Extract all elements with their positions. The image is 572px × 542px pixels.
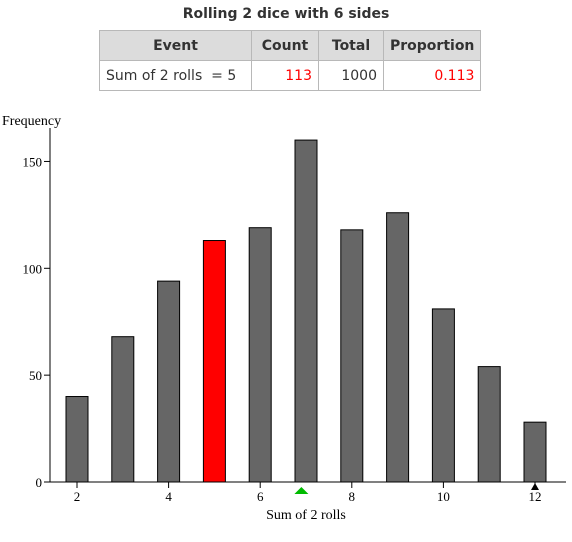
x-tick-label: 10: [437, 489, 450, 504]
header-total: Total: [318, 30, 384, 61]
bar: [523, 421, 547, 483]
cell-total: 1000: [318, 60, 384, 91]
bar: [65, 396, 89, 483]
bar: [248, 227, 272, 483]
x-ticks-group: 2 4 6 8 10 12: [74, 482, 542, 504]
bar: [431, 308, 455, 483]
mean-marker: [294, 487, 309, 494]
y-ticks-group: 0 50 100 150: [23, 154, 50, 490]
y-tick-label: 0: [36, 475, 43, 490]
bar: [294, 139, 318, 483]
summary-table: Event Count Total Proportion Sum of 2 ro…: [99, 30, 482, 91]
chart-title: Rolling 2 dice with 6 sides: [182, 6, 390, 22]
bars-group: [65, 139, 547, 483]
y-tick-label: 50: [29, 368, 42, 383]
bar: [157, 280, 181, 483]
bar: [340, 229, 364, 483]
cell-proportion: 0.113: [382, 60, 482, 91]
cell-event: Sum of 2 rolls = 5: [99, 60, 252, 91]
x-tick-label: 12: [529, 489, 542, 504]
bar: [386, 212, 410, 483]
x-tick-label: 8: [349, 489, 356, 504]
bar-highlighted: [202, 240, 226, 483]
y-axis-label: Frequency: [2, 114, 61, 129]
header-count: Count: [251, 30, 319, 61]
bar: [477, 366, 501, 483]
x-tick-label: 2: [74, 489, 81, 504]
cell-count: 113: [251, 60, 319, 91]
header-proportion: Proportion: [382, 30, 482, 61]
y-tick-label: 150: [23, 154, 43, 169]
x-tick-label: 6: [257, 489, 264, 504]
table-row: Sum of 2 rolls = 5 113 1000 0.113: [99, 60, 482, 91]
bar: [111, 336, 135, 483]
x-axis-label: Sum of 2 rolls: [266, 508, 346, 523]
x-tick-label: 4: [165, 489, 172, 504]
y-tick-label: 100: [23, 261, 43, 276]
pointer-marker: [531, 483, 539, 490]
markers-group: [294, 483, 539, 494]
table-header-row: Event Count Total Proportion: [99, 30, 482, 61]
